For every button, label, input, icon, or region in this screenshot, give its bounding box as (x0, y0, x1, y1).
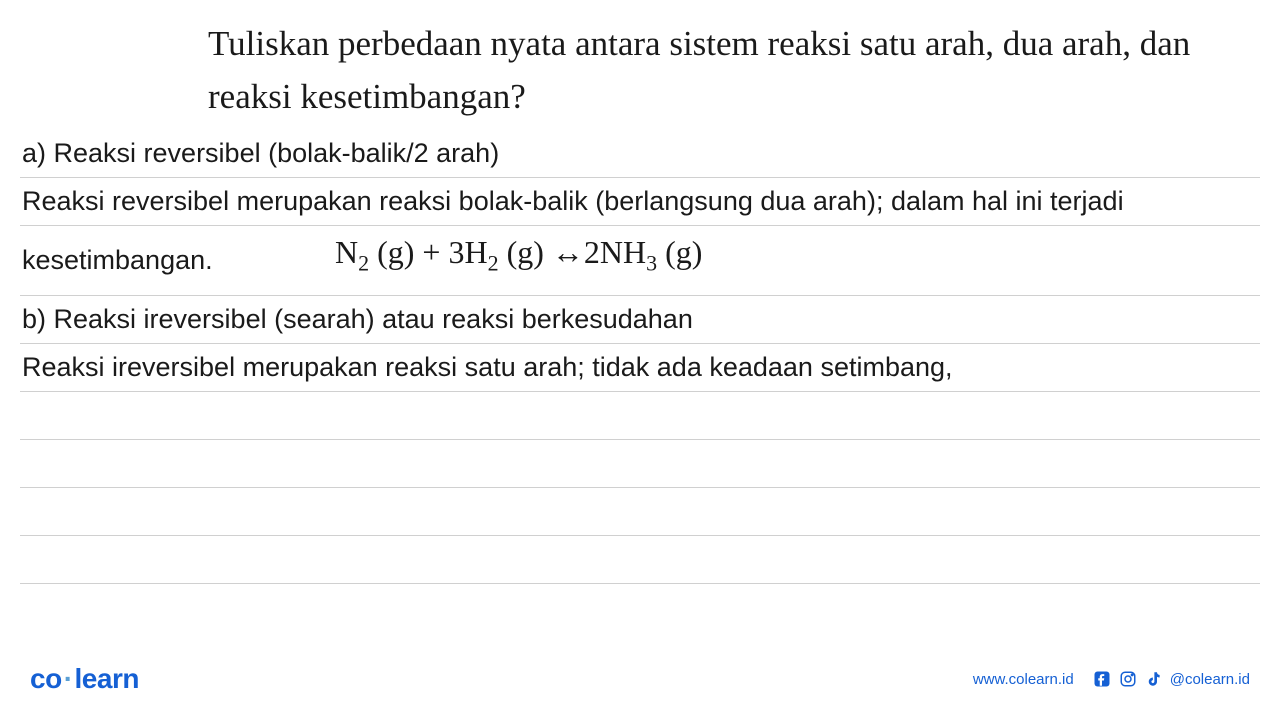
part-a-line2: kesetimbangan. (20, 245, 213, 276)
social-handle: @colearn.id (1170, 671, 1250, 688)
answer-line-empty (20, 392, 1260, 440)
tiktok-icon (1144, 669, 1164, 689)
instagram-icon (1118, 669, 1138, 689)
social-group: @colearn.id (1092, 669, 1250, 689)
part-b-heading: b) Reaksi ireversibel (searah) atau reak… (20, 304, 693, 335)
logo-part2: learn (75, 663, 139, 694)
answer-line-empty (20, 488, 1260, 536)
answer-line: a) Reaksi reversibel (bolak-balik/2 arah… (20, 130, 1260, 178)
answer-line-empty (20, 536, 1260, 584)
part-a-heading: a) Reaksi reversibel (bolak-balik/2 arah… (20, 138, 499, 169)
answer-line: b) Reaksi ireversibel (searah) atau reak… (20, 296, 1260, 344)
answer-content: a) Reaksi reversibel (bolak-balik/2 arah… (20, 130, 1260, 584)
logo-dot: · (64, 663, 73, 694)
footer-right: www.colearn.id @colearn.id (973, 669, 1250, 689)
footer: co·learn www.colearn.id (0, 663, 1280, 695)
answer-line: kesetimbangan. N2 (g) + 3H2 (g) ↔2NH3 (g… (20, 226, 1260, 296)
answer-line: Reaksi reversibel merupakan reaksi bolak… (20, 178, 1260, 226)
part-a-line1: Reaksi reversibel merupakan reaksi bolak… (20, 186, 1124, 217)
part-b-line1: Reaksi ireversibel merupakan reaksi satu… (20, 352, 953, 383)
answer-line-empty (20, 440, 1260, 488)
logo: co·learn (30, 663, 139, 695)
website-url: www.colearn.id (973, 671, 1074, 688)
chemical-equation: N2 (g) + 3H2 (g) ↔2NH3 (g) (335, 234, 702, 276)
facebook-icon (1092, 669, 1112, 689)
answer-line: Reaksi ireversibel merupakan reaksi satu… (20, 344, 1260, 392)
question-text: Tuliskan perbedaan nyata antara sistem r… (208, 18, 1200, 123)
logo-part1: co (30, 663, 62, 694)
